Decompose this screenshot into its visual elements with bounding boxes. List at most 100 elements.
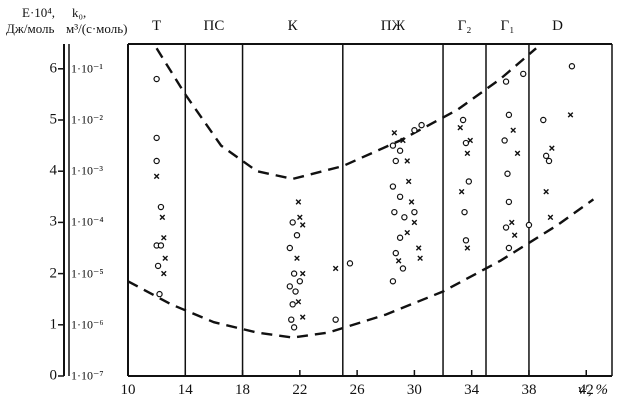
data-point-cross-26: [458, 188, 465, 195]
data-point-circle-13: [292, 288, 299, 295]
y-tick-k-label-5: 1·10⁻²: [71, 112, 103, 127]
data-point-circle-50: [545, 157, 553, 165]
x-tick-label-5: 30: [406, 382, 422, 398]
data-point-circle-31: [411, 127, 418, 134]
y-tick-e-label-5: 5: [49, 111, 58, 128]
zone-label-1: ПС: [203, 18, 225, 34]
data-point-circle-49: [542, 152, 550, 160]
data-point-cross-18: [411, 219, 418, 226]
data-point-circle-40: [505, 111, 513, 119]
x-tick-label-1: 14: [177, 382, 193, 398]
y-tick-k-label-2: 1·10⁻⁵: [71, 266, 104, 281]
y-axis-right-label-line2: м³/(с·моль): [66, 21, 128, 36]
data-point-cross-24: [467, 137, 474, 144]
data-point-circle-51: [568, 63, 576, 70]
data-point-circle-16: [288, 316, 295, 323]
data-point-circle-11: [290, 270, 298, 277]
data-point-circle-43: [505, 198, 513, 206]
x-tick-label-0: 10: [120, 382, 136, 398]
data-point-circle-29: [399, 265, 407, 272]
zone-label-3: ПЖ: [380, 18, 406, 34]
data-point-circle-26: [401, 214, 408, 221]
zone-label-0: Т: [152, 18, 162, 34]
y-tick-e-label-0: 0: [49, 367, 58, 384]
data-point-circle-15: [289, 301, 296, 308]
data-point-circle-17: [290, 324, 298, 331]
data-point-circle-12: [296, 278, 304, 285]
data-point-cross-14: [400, 137, 406, 144]
y-tick-e-label-6: 6: [49, 60, 58, 77]
data-point-cross-31: [511, 232, 518, 238]
data-point-cross-5: [295, 199, 302, 205]
data-point-cross-23: [457, 124, 464, 131]
x-tick-label-8: 42: [578, 382, 594, 398]
data-point-cross-29: [514, 150, 521, 157]
data-point-cross-15: [404, 158, 411, 164]
data-point-cross-2: [161, 234, 167, 241]
y-axis-left-label-line2: Дж/моль: [6, 21, 55, 36]
data-point-cross-13: [391, 130, 398, 136]
data-point-cross-22: [395, 258, 402, 264]
data-point-cross-34: [547, 214, 554, 221]
data-point-cross-33: [543, 188, 549, 195]
data-point-cross-3: [162, 255, 169, 262]
data-point-cross-8: [294, 255, 300, 262]
data-point-circle-19: [346, 260, 354, 267]
data-point-cross-16: [405, 178, 412, 185]
y-axis-left-label-line1: E·10⁴,: [22, 5, 56, 20]
data-point-cross-20: [415, 245, 422, 251]
data-point-circle-41: [501, 137, 508, 144]
data-point-circle-35: [462, 139, 470, 147]
x-tick-label-3: 22: [292, 382, 308, 398]
data-point-cross-19: [404, 229, 411, 236]
data-point-circle-45: [505, 244, 513, 252]
x-tick-label-4: 26: [349, 382, 365, 398]
data-point-cross-35: [567, 112, 574, 118]
y-tick-e-label-4: 4: [49, 162, 58, 179]
data-point-circle-37: [461, 208, 468, 216]
data-point-cross-12: [332, 265, 339, 272]
data-point-circle-24: [396, 193, 404, 200]
data-point-circle-46: [520, 70, 527, 78]
data-point-circle-8: [289, 219, 296, 226]
data-point-circle-5: [157, 242, 165, 249]
data-point-circle-3: [157, 203, 165, 211]
data-point-circle-30: [389, 278, 397, 285]
y-tick-e-label-1: 1: [49, 316, 58, 333]
data-point-circle-18: [332, 316, 339, 323]
data-point-circle-6: [154, 262, 162, 270]
data-point-circle-20: [389, 142, 397, 149]
data-point-circle-21: [392, 157, 399, 165]
data-point-cross-17: [408, 199, 415, 205]
data-point-circle-23: [389, 183, 397, 190]
data-point-circle-47: [525, 221, 533, 229]
y-tick-k-label-4: 1·10⁻³: [71, 163, 103, 178]
data-point-circle-34: [459, 116, 467, 124]
data-point-circle-22: [396, 147, 404, 154]
chart-envelopes: [127, 47, 595, 339]
x-tick-label-7: 38: [521, 382, 537, 398]
x-axis-label: vʳ, %: [578, 382, 608, 398]
x-tick-label-6: 34: [464, 382, 480, 398]
y-tick-k-label-1: 1·10⁻⁶: [71, 317, 104, 332]
x-tick-label-2: 18: [235, 382, 251, 398]
data-point-circle-28: [392, 249, 399, 257]
data-point-circle-33: [411, 208, 418, 216]
y-tick-k-label-0: 1·10⁻⁷: [71, 368, 104, 383]
data-point-circle-42: [504, 170, 511, 177]
upper-envelope-curve: [155, 47, 537, 181]
data-point-cross-6: [297, 214, 303, 221]
y-tick-e-label-3: 3: [49, 213, 58, 230]
data-point-circle-9: [293, 231, 301, 239]
data-point-circle-39: [502, 78, 510, 85]
zone-label-2: К: [287, 18, 298, 34]
data-point-circle-44: [502, 224, 510, 231]
data-point-cross-9: [299, 270, 306, 277]
data-point-circle-36: [465, 178, 473, 185]
lower-envelope-curve: [127, 198, 595, 339]
data-point-cross-30: [508, 219, 515, 226]
data-point-circle-7: [156, 290, 163, 298]
data-point-circle-27: [396, 234, 404, 241]
y-tick-e-label-2: 2: [49, 265, 58, 282]
